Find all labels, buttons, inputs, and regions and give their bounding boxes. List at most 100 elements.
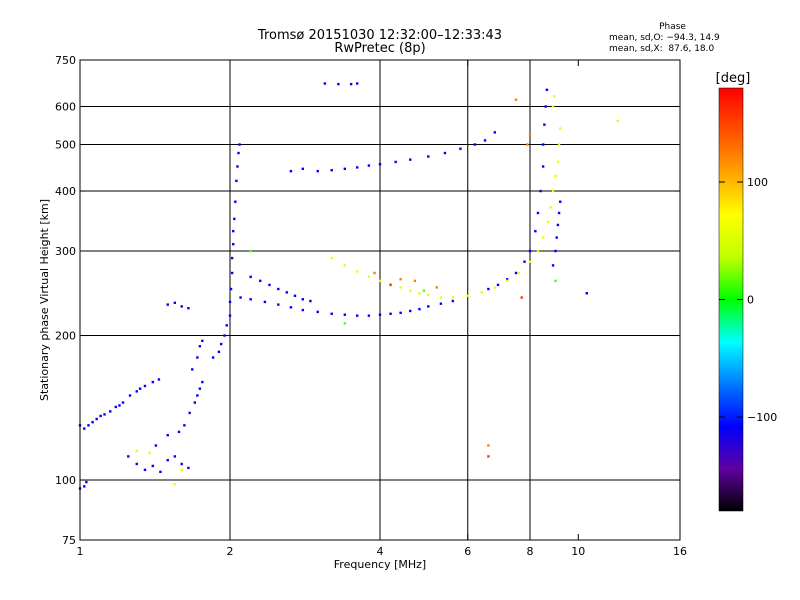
data-point [330,169,333,172]
data-point [127,455,130,458]
data-point [232,229,235,233]
data-point [554,249,557,253]
data-point [232,242,235,246]
data-point [487,287,490,291]
data-point [330,312,333,315]
data-point [349,82,353,86]
data-point [236,165,239,168]
data-point [230,271,234,275]
data-point [201,339,204,343]
data-point [616,119,619,123]
data-point [505,279,509,283]
data-point [183,424,186,427]
data-point [219,342,223,346]
colorbar-ticks: 100 0 −100 [719,176,777,424]
data-point [293,294,297,297]
chart-subtitle: RwPretec (8p) [334,41,426,56]
data-point [399,286,402,289]
data-point [198,345,202,348]
data-point [556,160,560,164]
data-point [551,105,555,108]
data-point [556,223,560,227]
data-point [289,169,293,173]
data-point [166,433,169,437]
data-point [91,420,94,424]
data-point [585,292,588,295]
data-point [233,217,236,221]
data-point [173,455,177,458]
data-point [418,292,421,295]
data-point [187,307,190,310]
data-point [528,249,532,253]
data-point [367,275,371,279]
data-point [166,303,169,306]
data-point [551,189,555,193]
x-axis-label: Frequency [MHz] [334,558,426,571]
data-point [154,444,158,447]
data-point [541,143,545,146]
data-point [546,220,550,224]
data-point [473,143,477,146]
data-point [316,169,319,173]
x-tick-label: 10 [571,545,585,558]
y-tick-label: 500 [55,139,76,152]
data-point [151,380,155,384]
data-point [466,294,469,297]
data-point [237,151,240,155]
data-point [309,299,312,303]
y-tick-label: 75 [62,534,76,547]
data-point [138,387,142,390]
data-point [539,189,542,193]
data-point [389,312,392,315]
data-points [78,82,619,490]
data-point [451,299,455,303]
y-tick-label: 300 [55,245,76,258]
data-point [235,179,238,183]
data-point [514,98,518,101]
data-point [135,462,138,466]
data-point [228,300,232,304]
data-point [528,133,532,136]
data-point [413,279,417,283]
data-point [545,88,549,92]
data-point [259,279,262,283]
data-point [541,236,545,239]
data-point [409,289,412,292]
data-point [196,356,199,359]
data-point [225,324,228,327]
data-point [343,264,347,267]
data-point [389,283,392,287]
y-tick-label: 600 [55,101,76,114]
colorbar-tick-label: 100 [747,176,768,189]
data-point [239,296,242,299]
data-point [196,394,199,397]
data-point [301,298,305,301]
chart-title: Tromsø 20151030 12:32:00–12:33:43 [257,28,503,43]
data-point [249,298,252,301]
data-point [83,485,86,488]
data-point [99,414,102,418]
phase-stats: Phase mean, sd,O: −94.3, 14.9 mean, sd,X… [600,22,745,55]
data-point [173,301,177,305]
data-point [439,302,443,305]
x-tick-label: 6 [464,545,471,558]
data-point [514,271,518,275]
data-point [109,410,112,413]
data-point [193,401,197,404]
data-point [173,483,177,486]
data-point [301,308,305,312]
data-point [496,283,500,287]
data-point [394,160,397,164]
data-point [103,413,106,416]
data-point [541,165,545,168]
x-tick-label: 16 [673,545,687,558]
data-point [493,286,497,289]
data-point [487,455,490,458]
data-point [367,164,371,167]
data-point [557,211,561,215]
data-point [135,390,138,393]
data-point [409,158,412,161]
data-point [557,143,561,146]
y-axis-label: Stationary phase Virtual Height [km] [38,199,51,401]
